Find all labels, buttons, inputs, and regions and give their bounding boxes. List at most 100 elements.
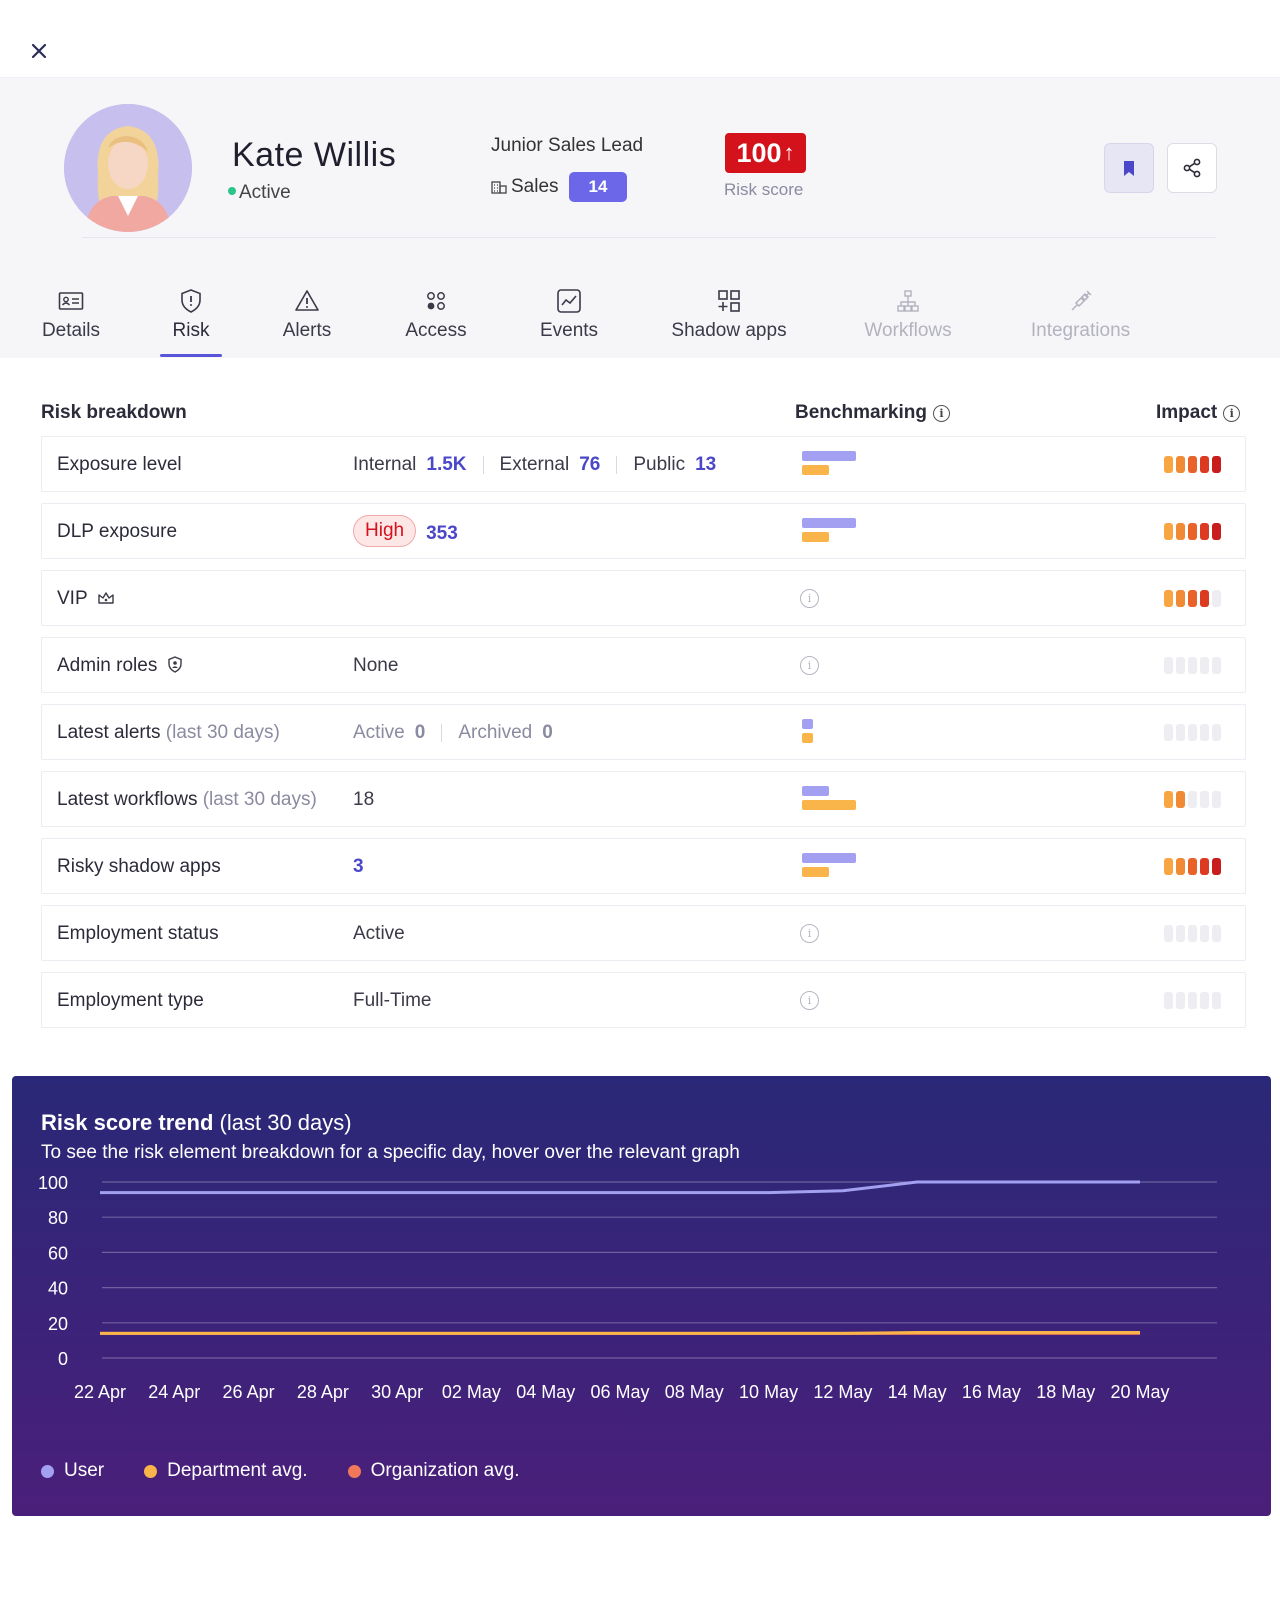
impact-segment: [1176, 456, 1185, 473]
x-tick-label: 26 Apr: [223, 1382, 275, 1402]
shadow-apps-count[interactable]: 3: [353, 856, 364, 877]
info-icon[interactable]: i: [800, 589, 819, 608]
legend-item[interactable]: User: [41, 1460, 104, 1482]
top-bar: [0, 0, 1280, 78]
x-tick-label: 24 Apr: [148, 1382, 200, 1402]
benchmark-bars[interactable]: [802, 786, 882, 816]
user-status-text: Active: [239, 182, 291, 203]
benchmark-bars[interactable]: [802, 451, 882, 481]
tab-events[interactable]: Events: [538, 288, 600, 358]
department-benchmark-bar: [802, 532, 830, 542]
department-benchmark-bar: [802, 800, 857, 810]
impact-meter: [1164, 724, 1221, 741]
benchmark-bars[interactable]: [802, 853, 882, 883]
benchmark-bars[interactable]: [802, 719, 882, 749]
admin-shield-icon: [167, 656, 182, 673]
status-dot: [228, 186, 236, 195]
info-icon[interactable]: i: [800, 991, 819, 1010]
impact-segment: [1200, 523, 1209, 540]
apps-icon: [718, 290, 740, 312]
row-employment-type[interactable]: Employment type Full-Time i: [41, 972, 1246, 1028]
dots-grid-icon: [427, 292, 445, 310]
department-name: Sales: [511, 176, 559, 197]
tab-details[interactable]: Details: [40, 288, 102, 358]
impact-segment: [1176, 523, 1185, 540]
y-tick-label: 100: [38, 1173, 68, 1193]
trend-title: Risk score trend (last 30 days): [41, 1110, 352, 1136]
row-label-group: VIP: [57, 588, 115, 610]
impact-segment: [1188, 791, 1197, 808]
x-tick-label: 20 May: [1110, 1382, 1169, 1402]
tab-shadow-apps[interactable]: Shadow apps: [670, 288, 788, 358]
risk-trend-panel: Risk score trend (last 30 days) To see t…: [12, 1076, 1271, 1516]
row-exposure-level[interactable]: Exposure level Internal 1.5K External 76…: [41, 436, 1246, 492]
impact-segment: [1188, 992, 1197, 1009]
impact-segment: [1176, 724, 1185, 741]
x-tick-label: 06 May: [590, 1382, 649, 1402]
external-label: External: [499, 454, 570, 475]
row-latest-workflows[interactable]: Latest workflows (last 30 days) 18: [41, 771, 1246, 827]
tab-access[interactable]: Access: [404, 288, 468, 358]
x-tick-label: 04 May: [516, 1382, 575, 1402]
info-icon[interactable]: i: [800, 924, 819, 943]
active-label: Active: [353, 722, 405, 743]
series-line-user[interactable]: [100, 1180, 1140, 1195]
row-value: 18: [353, 789, 375, 810]
row-label-group: Admin roles: [57, 655, 183, 677]
info-icon[interactable]: i: [1223, 404, 1241, 422]
impact-segment: [1200, 791, 1209, 808]
impact-meter: [1164, 456, 1221, 473]
impact-segment: [1200, 992, 1209, 1009]
plug-icon: [1070, 290, 1092, 311]
impact-segment: [1164, 858, 1173, 875]
y-tick-label: 0: [58, 1349, 68, 1369]
user-benchmark-bar: [802, 518, 857, 528]
tab-label: Shadow apps: [671, 320, 787, 341]
row-vip[interactable]: VIP i: [41, 570, 1246, 626]
impact-segment: [1212, 858, 1221, 875]
workflow-icon: [897, 290, 919, 312]
row-employment-status[interactable]: Employment status Active i: [41, 905, 1246, 961]
row-label-group: Latest workflows (last 30 days): [57, 789, 317, 811]
legend-dot: [41, 1464, 54, 1478]
legend-dot: [144, 1464, 158, 1478]
impact-meter: [1164, 858, 1221, 875]
impact-segment: [1176, 590, 1185, 607]
internal-value: 1.5K: [426, 454, 467, 475]
info-icon[interactable]: i: [800, 656, 819, 675]
row-dlp-exposure[interactable]: DLP exposure High 353: [41, 503, 1246, 559]
tab-alerts[interactable]: Alerts: [281, 288, 333, 358]
row-sublabel: (last 30 days): [202, 789, 317, 810]
close-icon[interactable]: [28, 40, 50, 62]
internal-label: Internal: [353, 454, 417, 475]
severity-badge: High: [353, 515, 417, 547]
benchmark-bars[interactable]: [802, 518, 882, 548]
legend-item[interactable]: Department avg.: [144, 1460, 308, 1482]
row-admin-roles[interactable]: Admin roles None i: [41, 637, 1246, 693]
impact-segment: [1212, 523, 1221, 540]
profile-header: Kate Willis Active Junior Sales Lead Sal…: [0, 78, 1280, 358]
row-label: Employment status: [57, 923, 219, 944]
dlp-count: 353: [426, 523, 458, 544]
row-label: Admin roles: [57, 655, 158, 676]
risk-breakdown-heading: Risk breakdown: [41, 402, 187, 423]
benchmarking-heading: Benchmarking i: [795, 402, 950, 424]
tab-risk[interactable]: Risk: [160, 288, 222, 358]
info-icon[interactable]: i: [932, 404, 950, 422]
department-benchmark-bar: [802, 733, 814, 743]
bookmark-button[interactable]: [1104, 143, 1154, 193]
x-tick-label: 08 May: [665, 1382, 724, 1402]
series-line-department-avg[interactable]: [100, 1331, 1140, 1335]
archived-label: Archived: [458, 722, 533, 743]
legend-item[interactable]: Organization avg.: [347, 1460, 520, 1482]
risk-trend-chart[interactable]: 0 20 40 60 80 100 22 Apr 24 Apr 26 Apr 28 Apr 30 A…: [12, 1076, 1271, 1516]
impact-segment: [1188, 858, 1197, 875]
impact-segment: [1164, 523, 1173, 540]
row-latest-alerts[interactable]: Latest alerts (last 30 days) Active 0 Ar…: [41, 704, 1246, 760]
row-value: None: [353, 655, 399, 676]
department-count-badge[interactable]: 14: [568, 172, 628, 202]
impact-segment: [1164, 791, 1173, 808]
share-button[interactable]: [1167, 143, 1217, 193]
row-risky-shadow-apps[interactable]: Risky shadow apps 3: [41, 838, 1246, 894]
impact-segment: [1212, 657, 1221, 674]
